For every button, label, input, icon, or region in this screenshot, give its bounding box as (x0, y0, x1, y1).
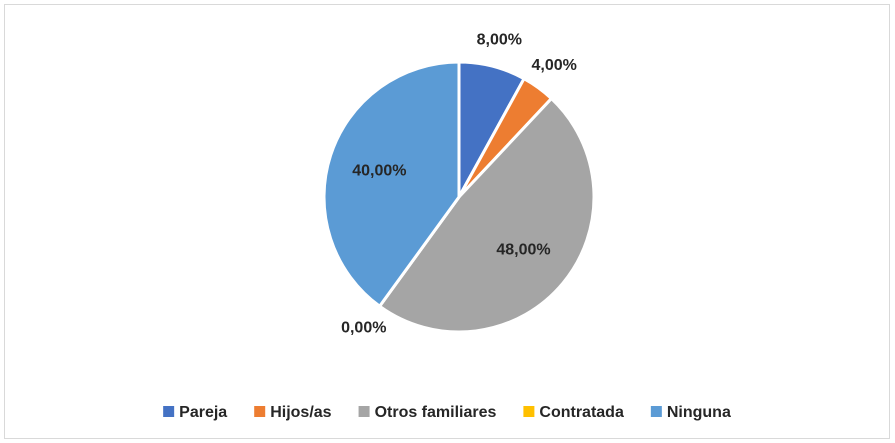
legend-label: Hijos/as (270, 404, 331, 421)
legend-label: Ninguna (667, 404, 731, 421)
data-label: 4,00% (532, 57, 577, 74)
legend-label: Contratada (539, 404, 624, 421)
data-label: 48,00% (496, 242, 550, 259)
legend-swatch (358, 406, 370, 417)
legend-swatch (254, 406, 266, 417)
data-label: 8,00% (477, 31, 522, 48)
legend-label: Pareja (179, 404, 227, 421)
legend-swatch (650, 406, 662, 417)
legend-swatch (523, 406, 535, 417)
pie-slice (378, 97, 596, 334)
legend-swatch (163, 406, 175, 417)
data-label: 0,00% (341, 319, 386, 336)
legend-label: Otros familiares (375, 404, 497, 421)
data-label: 40,00% (352, 162, 406, 179)
pie-slice (322, 60, 461, 308)
